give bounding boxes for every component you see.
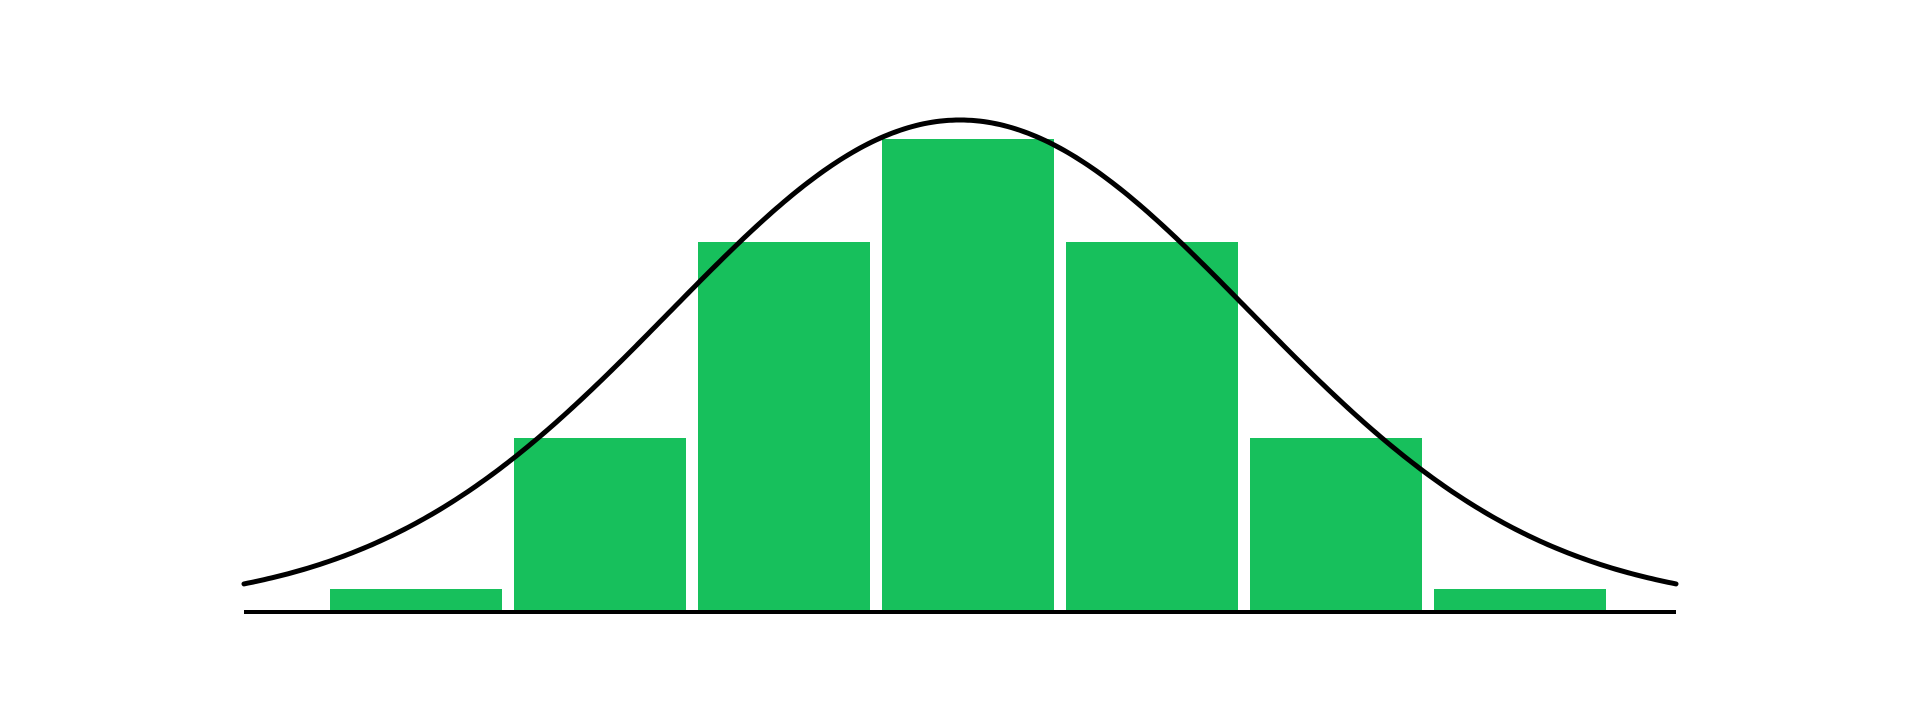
chart-svg (0, 0, 1920, 720)
histogram-bar (882, 139, 1054, 612)
histogram-bar (698, 242, 870, 612)
histogram-bar (1066, 242, 1238, 612)
bell-curve-histogram (0, 0, 1920, 720)
histogram-bar (1434, 589, 1606, 612)
histogram-bar (330, 589, 502, 612)
histogram-bar (514, 438, 686, 612)
histogram-bar (1250, 438, 1422, 612)
